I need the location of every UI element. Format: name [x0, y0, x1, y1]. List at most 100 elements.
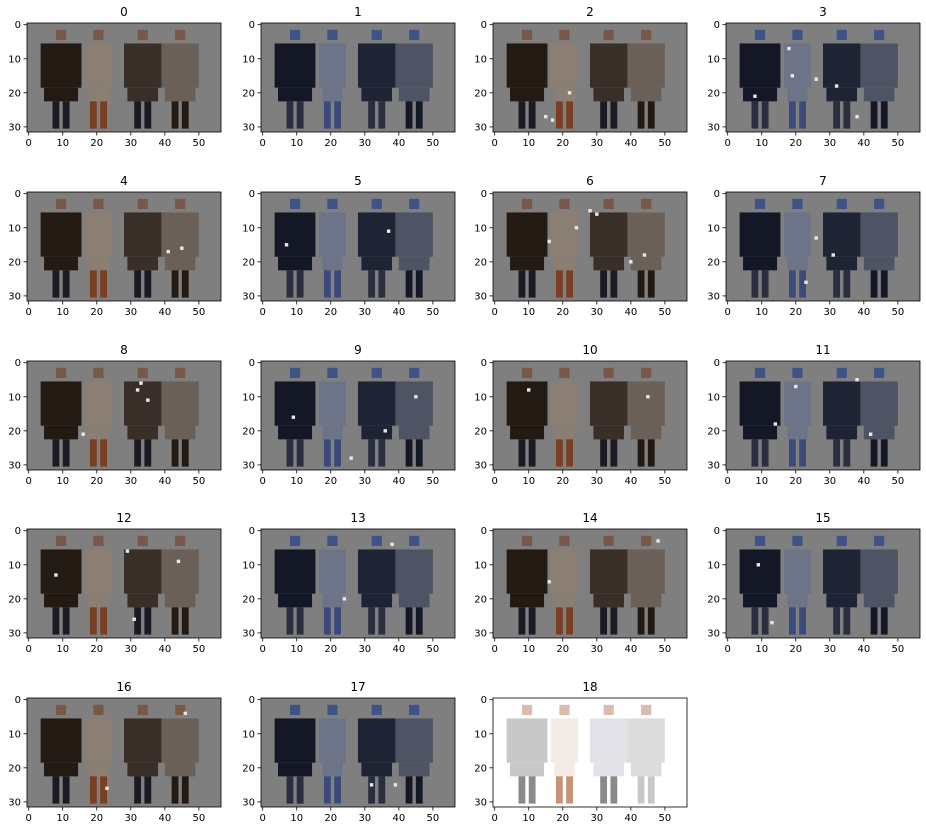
person-3-head	[137, 367, 148, 379]
x-tick-label: 50	[892, 644, 905, 655]
person-1-head	[289, 535, 301, 547]
x-tick-label: 0	[260, 138, 266, 149]
person-2-hips	[787, 87, 808, 102]
person-4-head	[641, 535, 652, 547]
person-2-leg-right	[799, 101, 806, 129]
person-3-leg-right	[144, 607, 152, 635]
person-4-torso	[161, 43, 199, 88]
person-1-hips	[510, 593, 545, 608]
person-3-torso	[358, 43, 396, 88]
y-tick-label: 0	[714, 189, 720, 200]
person-1-head	[289, 367, 301, 379]
person-2-leg-right	[334, 607, 341, 635]
person-1-leg-right	[62, 607, 70, 635]
highlight-pixel	[132, 617, 136, 621]
person-2-leg-right	[100, 439, 107, 467]
person-2-hips	[322, 87, 343, 102]
person-4-hips	[164, 256, 196, 271]
y-tick-label: 30	[474, 291, 487, 302]
y-tick-label: 10	[707, 54, 720, 65]
x-tick-label: 50	[193, 138, 206, 149]
person-4-head	[874, 367, 885, 379]
person-1-hips	[278, 256, 313, 271]
x-tick-label: 0	[26, 644, 32, 655]
x-tick-label: 30	[590, 138, 603, 149]
x-tick-label: 10	[56, 644, 69, 655]
y-tick-label: 20	[242, 763, 255, 774]
x-tick-label: 40	[624, 476, 637, 487]
image-content	[261, 529, 455, 638]
highlight-pixel	[383, 429, 387, 433]
y-tick-label: 20	[474, 88, 487, 99]
y-tick-label: 30	[8, 628, 21, 639]
person-2-torso	[318, 549, 347, 594]
person-1-torso	[40, 549, 82, 594]
y-tick-label: 10	[8, 223, 21, 234]
person-4-leg-right	[647, 776, 655, 804]
person-1-leg-left	[751, 439, 759, 467]
person-3-leg-left	[134, 776, 142, 804]
highlight-pixel	[349, 456, 353, 460]
person-4-torso	[627, 718, 665, 763]
y-tick-label: 0	[249, 189, 255, 200]
subplot-title: 4	[120, 174, 128, 188]
x-tick-label: 0	[260, 813, 266, 824]
person-3-head	[603, 29, 614, 41]
person-1-leg-right	[761, 607, 769, 635]
person-4-leg-right	[880, 439, 888, 467]
person-1-leg-left	[286, 607, 294, 635]
person-4-hips	[164, 425, 196, 440]
person-2-hips	[88, 762, 109, 777]
x-tick-label: 30	[590, 644, 603, 655]
person-1-hips	[278, 762, 313, 777]
x-tick-label: 20	[556, 476, 569, 487]
x-tick-label: 40	[392, 307, 405, 318]
person-4-hips	[863, 87, 895, 102]
subplot-title: 9	[354, 343, 362, 357]
highlight-pixel	[656, 539, 660, 543]
subplot-13: 13 0 10 20 30 40 50 0 10 20 30	[242, 511, 456, 655]
x-tick-label: 0	[492, 644, 498, 655]
person-4-leg-right	[415, 776, 423, 804]
x-tick-label: 30	[590, 813, 603, 824]
person-4-hips	[164, 762, 196, 777]
x-tick-label: 30	[590, 476, 603, 487]
person-2-leg-left	[788, 101, 796, 129]
person-2-head	[559, 367, 570, 379]
person-2-head	[93, 367, 104, 379]
y-tick-label: 20	[8, 257, 21, 268]
y-tick-label: 10	[474, 392, 487, 403]
subplot-11: 11 0 10 20 30 40 50 0 10 20 30	[707, 343, 921, 487]
x-tick-label: 50	[659, 307, 672, 318]
person-2-torso	[783, 381, 812, 426]
highlight-pixel	[814, 77, 818, 81]
person-4-leg-left	[870, 101, 878, 129]
person-3-torso	[358, 381, 396, 426]
highlight-pixel	[588, 209, 592, 213]
image-content	[261, 361, 455, 470]
person-2-leg-left	[788, 270, 796, 298]
y-tick-label: 10	[8, 729, 21, 740]
x-tick-label: 40	[857, 644, 870, 655]
x-tick-label: 10	[755, 307, 768, 318]
y-tick-label: 20	[242, 257, 255, 268]
person-3-hips	[826, 593, 858, 608]
person-1-hips	[278, 593, 313, 608]
person-2-leg-left	[788, 607, 796, 635]
highlight-pixel	[642, 253, 647, 257]
person-1-torso	[274, 718, 316, 763]
person-4-torso	[860, 549, 898, 594]
x-tick-label: 50	[193, 307, 206, 318]
person-3-torso	[358, 718, 396, 763]
person-3-hips	[593, 256, 625, 271]
person-2-head	[559, 198, 570, 210]
image-content	[726, 529, 920, 638]
highlight-pixel	[390, 542, 394, 547]
person-3-head	[371, 29, 382, 41]
x-tick-label: 20	[556, 138, 569, 149]
person-1-torso	[739, 212, 781, 257]
highlight-pixel	[180, 246, 184, 250]
x-tick-label: 30	[823, 138, 836, 149]
person-3-torso	[124, 381, 162, 426]
person-1-hips	[510, 256, 545, 271]
